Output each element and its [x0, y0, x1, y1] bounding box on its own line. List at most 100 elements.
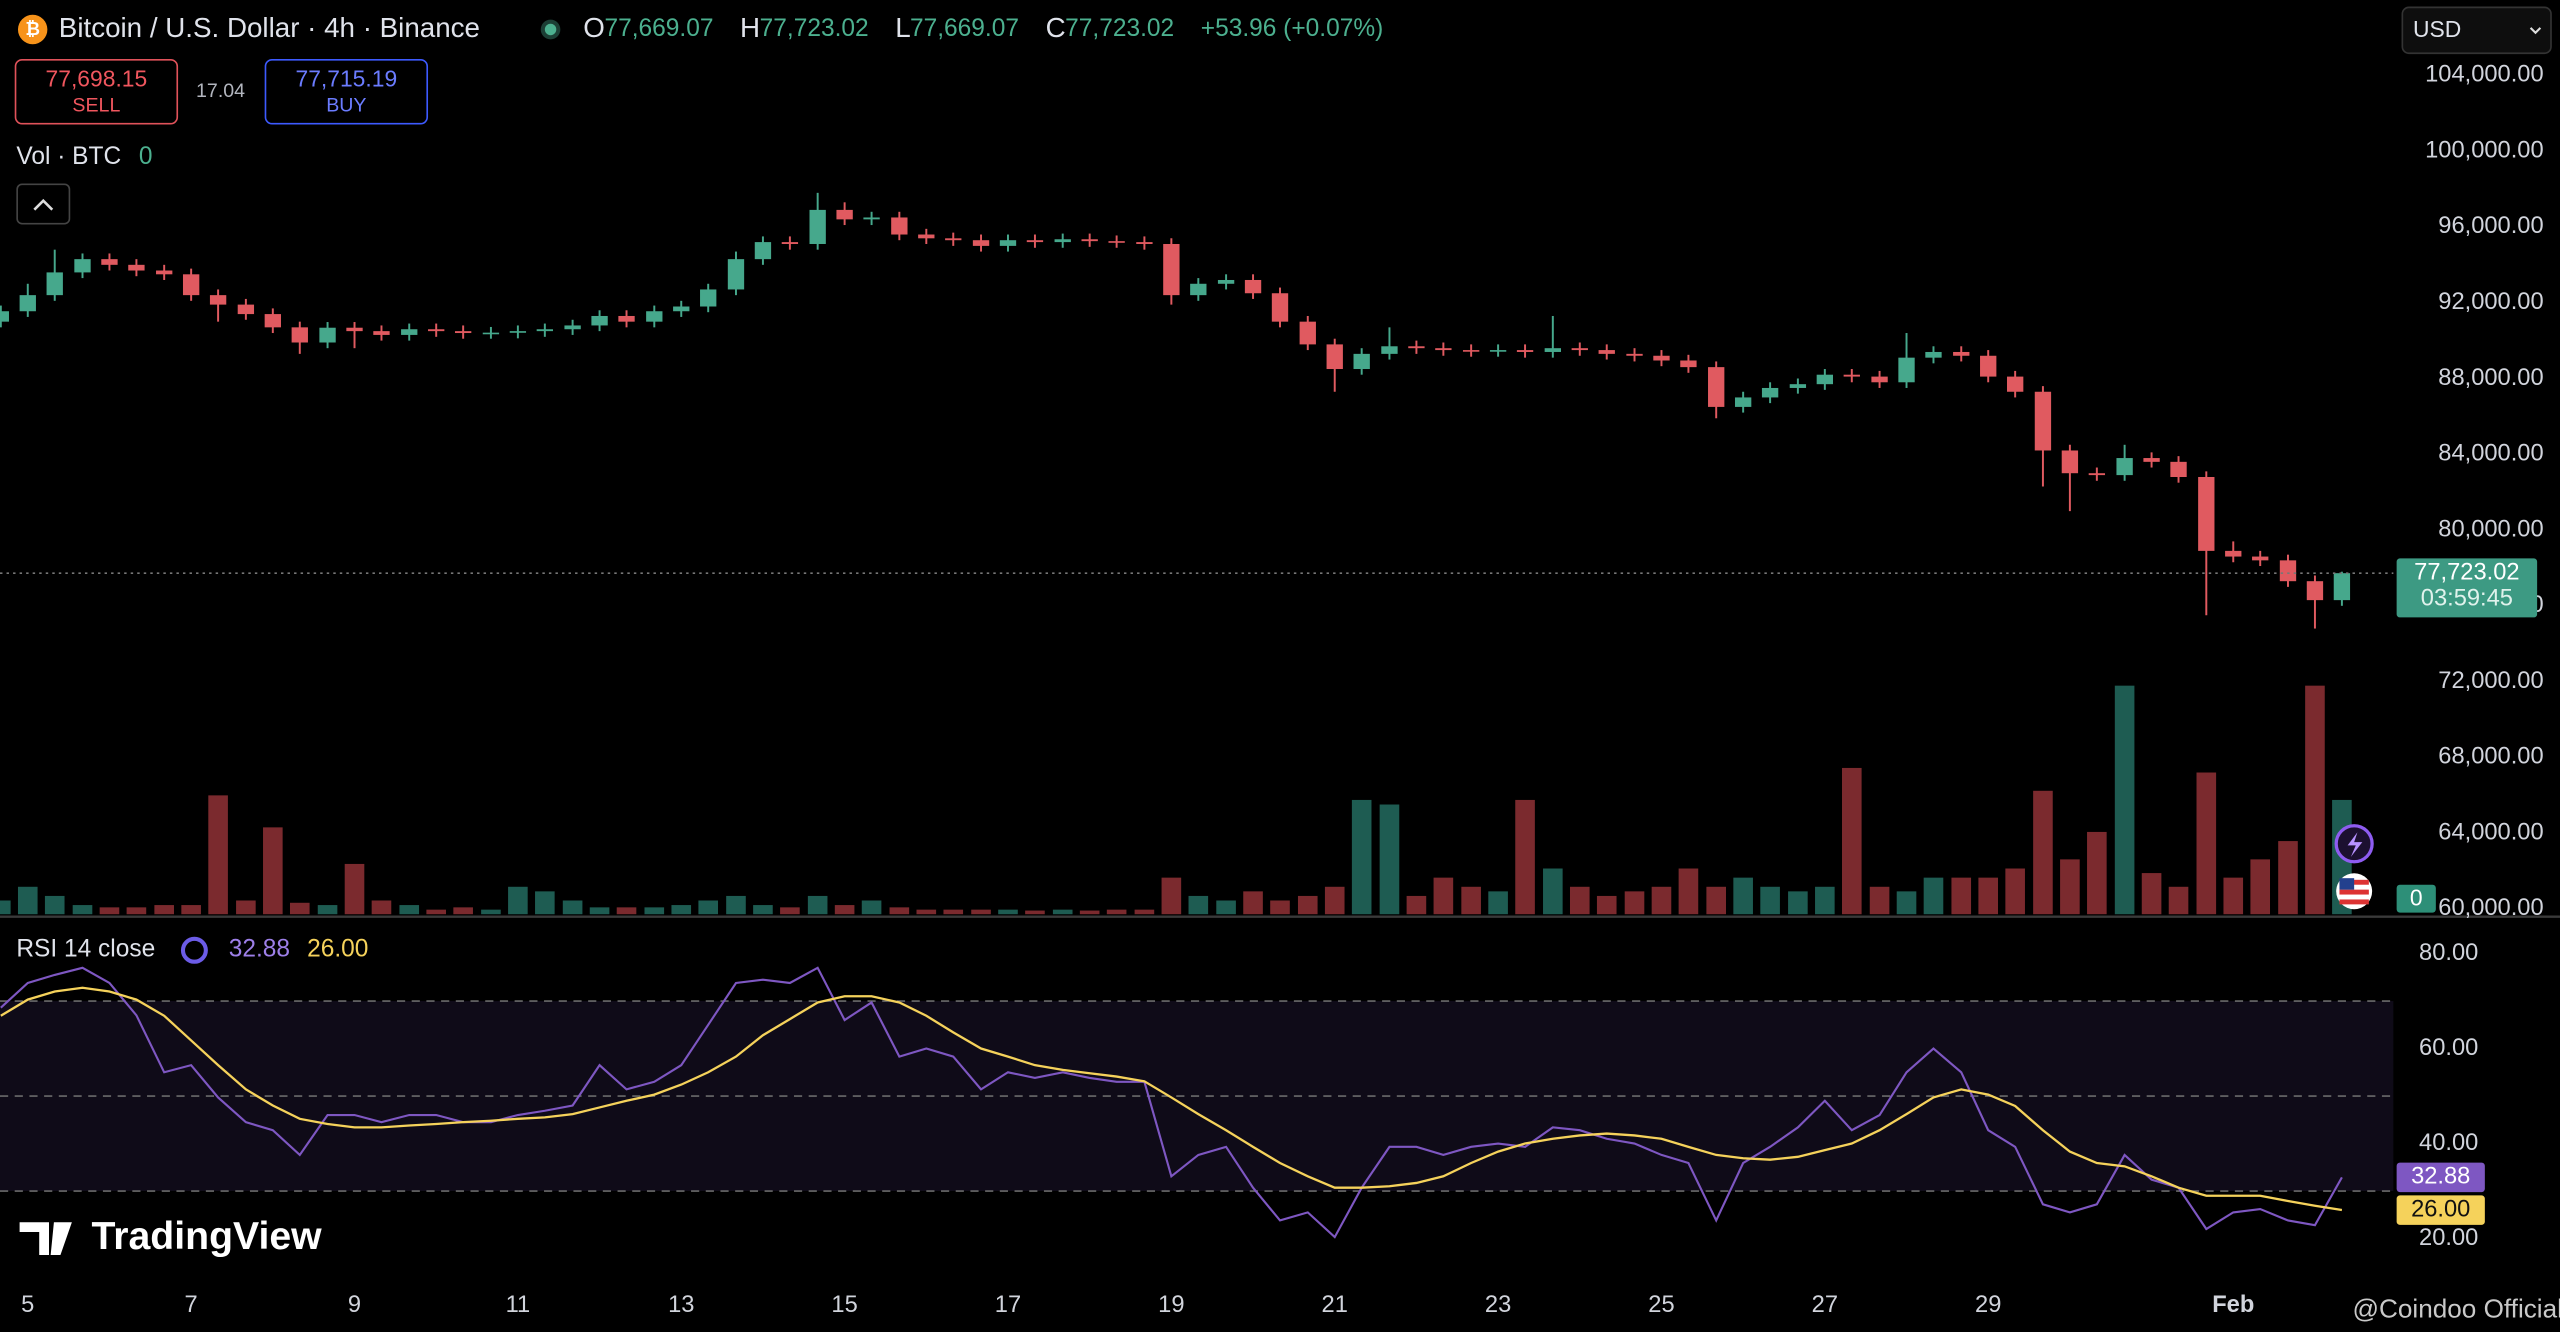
candle-body: [128, 264, 145, 271]
x-tick-label: 17: [995, 1292, 1021, 1318]
rsi-value-label: 32.88: [2411, 1164, 2470, 1190]
candle-body: [1408, 346, 1425, 349]
rsi-line: [0, 986, 2343, 1212]
volume-bar: [154, 905, 174, 915]
y-tick-label: 84,000.00: [2438, 441, 2543, 467]
rsi-tick-label: 20.00: [2419, 1225, 2478, 1251]
y-tick-label: 68,000.00: [2438, 744, 2543, 770]
buy-price[interactable]: 77,715.19: [295, 65, 397, 91]
volume-bar: [589, 907, 610, 915]
candle-body: [1708, 367, 1725, 407]
volume-bar: [644, 907, 665, 915]
volume-bar: [998, 909, 1018, 915]
volume-bar: [1188, 895, 1209, 915]
collapse-button[interactable]: [16, 183, 71, 225]
candle-body: [1353, 353, 1370, 370]
candle-body: [1081, 239, 1098, 242]
volume-bar: [1461, 886, 1481, 915]
candle-body: [2198, 476, 2215, 551]
volume-bar: [289, 902, 310, 915]
currency[interactable]: USD: [2413, 16, 2461, 42]
volume-bar: [371, 900, 392, 915]
volume-bar: [1841, 767, 1862, 915]
x-tick-label: 29: [1975, 1292, 2001, 1318]
volume-bar: [2114, 685, 2135, 915]
x-tick-label: Feb: [2212, 1292, 2254, 1318]
ohlc-value: 77,723.02: [1065, 15, 1174, 42]
candle-body: [428, 329, 445, 332]
volume-bar: [1351, 799, 1372, 915]
coin-icon: [17, 14, 48, 45]
volume-bar: [943, 909, 964, 915]
volume-bar: [616, 907, 637, 915]
candle-body: [1734, 397, 1752, 407]
sell-price[interactable]: 77,698.15: [46, 65, 148, 91]
ohlc-label: C: [1046, 12, 1066, 43]
x-tick-label: 9: [348, 1292, 361, 1318]
volume-bar: [426, 909, 446, 915]
candle-body: [1980, 355, 1997, 377]
candle-body: [101, 259, 118, 265]
candle-body: [346, 327, 363, 332]
buy-label[interactable]: BUY: [326, 95, 366, 117]
candle-body: [454, 331, 472, 334]
candle-body: [1489, 350, 1507, 352]
collapse-icon[interactable]: [33, 198, 54, 211]
tradingview-logo: [19, 1222, 72, 1255]
coin-icon-glyph: ₿: [25, 19, 40, 39]
candle-body: [999, 240, 1017, 246]
candle-body: [1217, 279, 1235, 284]
volume-bar: [2278, 841, 2298, 915]
volume-bar: [1869, 886, 1890, 915]
flag-stripe: [2339, 889, 2369, 895]
candle-body: [373, 331, 390, 335]
candle-body: [1299, 321, 1316, 345]
volume-bar: [889, 907, 910, 915]
candle-body: [0, 311, 9, 322]
x-tick-label: 21: [1322, 1292, 1348, 1318]
volume-bar: [1651, 886, 1672, 915]
volume-bar: [671, 905, 692, 915]
candle-body: [2252, 556, 2269, 561]
currency-caret[interactable]: [2529, 27, 2542, 35]
volume-tick-tag: [2396, 884, 2436, 913]
rsi-tick-label: 40.00: [2419, 1130, 2478, 1156]
currency-select[interactable]: [2401, 6, 2552, 55]
candle-body: [1626, 353, 1643, 356]
last-price-tag: [2396, 558, 2538, 618]
ohlc-value: 77,669.07: [604, 15, 713, 42]
candle-body: [945, 238, 962, 241]
volume-bar: [399, 905, 420, 915]
candle-body: [19, 295, 36, 312]
volume-bar: [1569, 886, 1590, 915]
sell-button[interactable]: [14, 58, 179, 125]
ohlc-value: 77,669.07: [910, 15, 1019, 42]
candle-body: [1789, 384, 1807, 388]
candle-body: [401, 329, 418, 335]
volume-bar: [1951, 877, 1972, 915]
rsi-tick-label: 60.00: [2419, 1035, 2478, 1061]
alert-glyph[interactable]: [2347, 832, 2363, 857]
candle-body: [291, 327, 308, 343]
y-tick-label: 72,000.00: [2438, 668, 2543, 694]
candle-body: [1871, 376, 1888, 383]
candle-body: [781, 242, 799, 244]
candle-body: [1653, 355, 1670, 361]
volume-bar: [1433, 877, 1454, 915]
volume-bar: [1788, 891, 1808, 915]
watermark: @Coindoo Official: [2353, 1294, 2560, 1324]
buy-button[interactable]: [264, 58, 429, 125]
candle-body: [1680, 360, 1697, 368]
volume-bar: [562, 900, 583, 915]
volume-bar: [2033, 790, 2053, 915]
candle-body: [2306, 581, 2324, 601]
rsi-icon[interactable]: [180, 936, 208, 964]
rsi-title: RSI 14 close: [16, 936, 155, 963]
candle-body: [1054, 239, 1071, 243]
sell-label[interactable]: SELL: [72, 95, 120, 117]
volume-bar: [1297, 895, 1318, 915]
candle-body: [1326, 344, 1343, 370]
ohlc-label: H: [740, 12, 760, 43]
volume-bar: [861, 900, 882, 915]
